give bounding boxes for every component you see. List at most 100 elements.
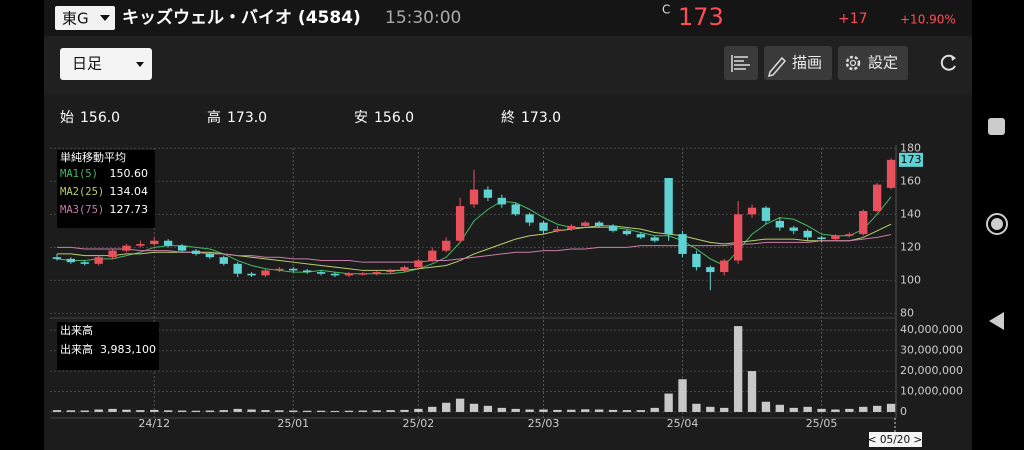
refresh-icon[interactable] xyxy=(940,54,956,71)
candle-body xyxy=(553,229,562,231)
volume-bar xyxy=(330,410,340,412)
candle-body xyxy=(692,253,701,268)
volume-bar xyxy=(886,403,896,412)
volume-bar xyxy=(275,410,284,412)
legend-name: MA1(5) xyxy=(60,168,98,180)
time: 15:30:00 xyxy=(385,8,461,28)
nav-home[interactable] xyxy=(986,213,1008,235)
price-flag: C xyxy=(662,3,670,17)
volume-legend-box xyxy=(57,322,159,370)
candle-body xyxy=(706,267,715,273)
candle-body xyxy=(594,222,604,226)
candle-body xyxy=(386,270,395,273)
candle-body xyxy=(650,237,659,241)
candle-body xyxy=(511,204,520,215)
period-select[interactable] xyxy=(60,48,152,80)
indicator-button[interactable] xyxy=(724,46,758,80)
volume-bar xyxy=(511,408,520,412)
market-select[interactable] xyxy=(55,6,115,30)
candle-body xyxy=(581,222,590,226)
settings-label: 設定 xyxy=(868,54,898,72)
y-tick-label: 160 xyxy=(900,174,921,187)
volume-bar xyxy=(553,409,562,412)
legend-value: 127.73 xyxy=(110,203,149,216)
market: 東G xyxy=(62,10,89,28)
dropdown-arrow xyxy=(136,62,144,67)
volume-bar xyxy=(803,406,812,412)
y2-tick-label: 0 xyxy=(900,405,907,418)
nav-recent[interactable] xyxy=(988,118,1005,135)
volume-bar xyxy=(469,403,479,412)
volume-legend-name: 出来高 xyxy=(60,342,93,356)
volume-bar xyxy=(650,407,659,412)
x-tick-label: 25/03 xyxy=(528,417,560,430)
candle-body xyxy=(678,234,687,254)
candle-body xyxy=(733,214,743,261)
draw-label: 描画 xyxy=(792,54,822,72)
volume-bar xyxy=(261,410,270,412)
candle-body xyxy=(789,227,798,231)
volume-bar xyxy=(163,410,173,412)
volume-bar xyxy=(831,409,840,412)
price-tag-box xyxy=(899,152,923,167)
volume-bar xyxy=(358,410,367,412)
candle-body xyxy=(567,225,576,230)
volume-bar xyxy=(789,407,798,412)
candle-body xyxy=(622,230,632,235)
candle-body xyxy=(122,245,131,251)
volume-bar xyxy=(581,409,590,412)
chart: 24/12 25/01 25/02 25/03 25/04 25/05 80 100 120 14… xyxy=(50,141,963,430)
candle-body xyxy=(539,222,548,231)
summary-label: 終 xyxy=(501,110,515,126)
ma-legend-title: 単純移動平均 xyxy=(60,150,126,164)
candle-body xyxy=(414,260,423,268)
volume-bar xyxy=(608,409,618,412)
legend-name: MA2(25) xyxy=(60,186,104,198)
volume-bar xyxy=(108,408,117,412)
volume-bar xyxy=(80,410,89,412)
legend-value: 134.04 xyxy=(110,185,149,198)
volume-bar xyxy=(233,408,242,412)
candle-body xyxy=(400,267,409,271)
volume-bar xyxy=(622,410,632,412)
volume-bar xyxy=(428,406,437,412)
volume-bar xyxy=(372,410,381,412)
draw-button[interactable] xyxy=(764,46,832,80)
volume-bar xyxy=(747,371,757,412)
y-tick-label: 140 xyxy=(900,207,921,220)
volume-bar xyxy=(191,410,201,412)
candle-body xyxy=(483,189,493,198)
candle-body xyxy=(886,159,896,188)
candle-body xyxy=(233,263,242,274)
candle-body xyxy=(845,234,854,236)
volume-bar xyxy=(678,379,687,412)
nav-back[interactable] xyxy=(989,312,1004,330)
candle-body xyxy=(747,207,757,215)
volume-bar xyxy=(150,409,159,412)
volume-bar xyxy=(775,404,785,412)
price-tag: 173 xyxy=(901,153,922,166)
candle-body xyxy=(136,244,145,246)
volume-bar xyxy=(594,409,604,412)
candle-body xyxy=(442,240,451,251)
volume-bar xyxy=(483,405,493,412)
volume-bar xyxy=(94,409,103,412)
settings-button[interactable] xyxy=(838,46,908,80)
candle-body xyxy=(150,240,159,245)
date-tag-box xyxy=(869,432,922,447)
candle-body xyxy=(455,206,465,241)
candle-body xyxy=(52,257,62,259)
volume-bar xyxy=(664,393,673,412)
candle-body xyxy=(108,250,117,258)
nav-home-dot xyxy=(991,218,1003,230)
candle-body xyxy=(608,225,618,231)
volume-bar xyxy=(845,408,854,412)
candle-body xyxy=(163,240,173,246)
price: 173 xyxy=(678,3,724,31)
candle-body xyxy=(289,268,298,271)
x-tick-label: 25/02 xyxy=(403,417,435,430)
indicator-icon xyxy=(731,55,750,72)
volume-bar xyxy=(525,409,534,412)
candle-body xyxy=(303,270,312,273)
ma-legend-box xyxy=(57,150,155,228)
